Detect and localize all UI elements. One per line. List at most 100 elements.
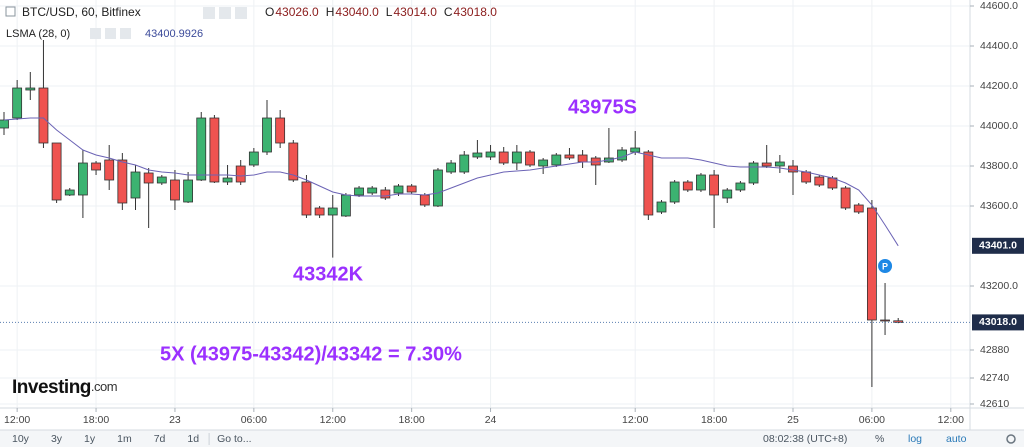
candle-body (340, 194, 351, 217)
candle-body (722, 189, 733, 199)
x-tick-label: 18:00 (399, 414, 425, 426)
scale-option[interactable]: auto (946, 433, 967, 445)
y-tick-label: 44600.0 (980, 0, 1018, 12)
candle-body (774, 161, 785, 167)
ohlc-value: 43040.0 (335, 5, 379, 19)
candle-body (91, 162, 101, 171)
candle-body (130, 171, 141, 199)
candle-body (840, 187, 851, 209)
candle-body (643, 151, 654, 216)
event-marker[interactable] (878, 259, 893, 273)
clock: 08:02:38 (UTC+8) (763, 433, 847, 445)
range-button[interactable]: 1d (187, 433, 199, 445)
ohlc-value: 43018.0 (454, 5, 498, 19)
candle-body (380, 189, 391, 199)
header-icons[interactable] (203, 7, 247, 19)
scale-option[interactable]: % (875, 433, 884, 445)
candle-body (117, 159, 128, 204)
icon[interactable] (120, 28, 131, 39)
candle-body (801, 171, 812, 183)
candle-body (498, 151, 509, 164)
candle-body (485, 151, 496, 158)
candle-body (472, 152, 483, 158)
candle-body (735, 182, 746, 191)
x-tick-label: 12:00 (320, 414, 346, 426)
candle-body (682, 181, 693, 191)
x-tick-label: 18:00 (83, 414, 109, 426)
candle-body (367, 187, 378, 194)
candle-body (275, 117, 286, 144)
candle-body (248, 151, 259, 166)
candle-body (893, 320, 904, 323)
candle-body (525, 151, 535, 166)
range-button[interactable]: 3y (51, 433, 63, 445)
toolbar (0, 430, 1024, 447)
collapse-icon[interactable] (5, 6, 16, 17)
icon[interactable] (203, 7, 215, 19)
candle-body (64, 189, 75, 196)
annotation: 43342K (293, 263, 364, 285)
range-button[interactable]: 10y (12, 433, 30, 445)
event-marker-label: P (882, 261, 888, 271)
candle-body (12, 87, 23, 119)
range-button[interactable]: 1y (84, 433, 96, 445)
candle-body (262, 117, 272, 153)
candle-body (406, 185, 417, 193)
indicator-icons[interactable] (90, 28, 131, 39)
x-tick-label: 06:00 (859, 414, 885, 426)
icon[interactable] (90, 28, 101, 39)
candle-body (235, 165, 246, 183)
candle-body (748, 162, 759, 184)
candle-body (538, 159, 549, 167)
icon[interactable] (235, 7, 247, 19)
ohlc-key: C (444, 5, 453, 19)
scale-option[interactable]: log (908, 433, 922, 445)
logo-main: Investing (12, 377, 91, 398)
candle-body (25, 87, 36, 91)
candle-body (761, 162, 772, 167)
candle-body (156, 176, 167, 184)
candle-body (209, 117, 220, 183)
candle-body (459, 154, 470, 173)
range-button[interactable]: 1m (117, 433, 132, 445)
annotation: 43975S (568, 96, 637, 118)
candle-body (696, 174, 706, 191)
price-tag (972, 314, 1024, 331)
goto-button[interactable]: Go to... (217, 433, 251, 445)
y-tick-label: 43200.0 (980, 280, 1018, 292)
y-tick-label: 44200.0 (980, 80, 1018, 92)
y-tick-label: 44400.0 (980, 40, 1018, 52)
candle-body (327, 207, 338, 216)
settings-icon[interactable] (1006, 434, 1016, 444)
candle-body (78, 162, 88, 196)
ohlc-key: O (265, 5, 274, 19)
candle-body (196, 117, 207, 181)
candle-body (814, 176, 825, 186)
candle-body (143, 172, 154, 184)
candle-body (880, 319, 890, 322)
x-tick-label: 18:00 (701, 414, 727, 426)
plot-area (0, 40, 970, 387)
y-tick-label: 42610 (980, 398, 1009, 410)
candle-body (617, 149, 627, 161)
logo: Investing.com (12, 377, 117, 398)
candle-body (433, 169, 443, 207)
candle-body (551, 154, 562, 166)
x-tick-label: 12:00 (622, 414, 648, 426)
ohlc-key: L (386, 5, 393, 19)
indicator-value: 43400.9926 (145, 28, 203, 40)
ohlc-value: 43014.0 (393, 5, 437, 19)
candle-body (669, 181, 680, 203)
toolbar-items: 10y 3y 1y 1m 7d 1d Go to... 08:02:38 (UTC+8)% lo… (12, 433, 1016, 445)
y-tick-label: 42740 (980, 372, 1009, 384)
icon[interactable] (219, 7, 231, 19)
candle-body (577, 154, 588, 163)
candle-body (170, 179, 180, 201)
range-button[interactable]: 7d (154, 433, 166, 445)
indicator-name: LSMA (28, 0) (6, 28, 70, 40)
icon[interactable] (105, 28, 116, 39)
y-tick-label: 43800.0 (980, 160, 1018, 172)
price-tag-label: 43401.0 (979, 240, 1017, 252)
